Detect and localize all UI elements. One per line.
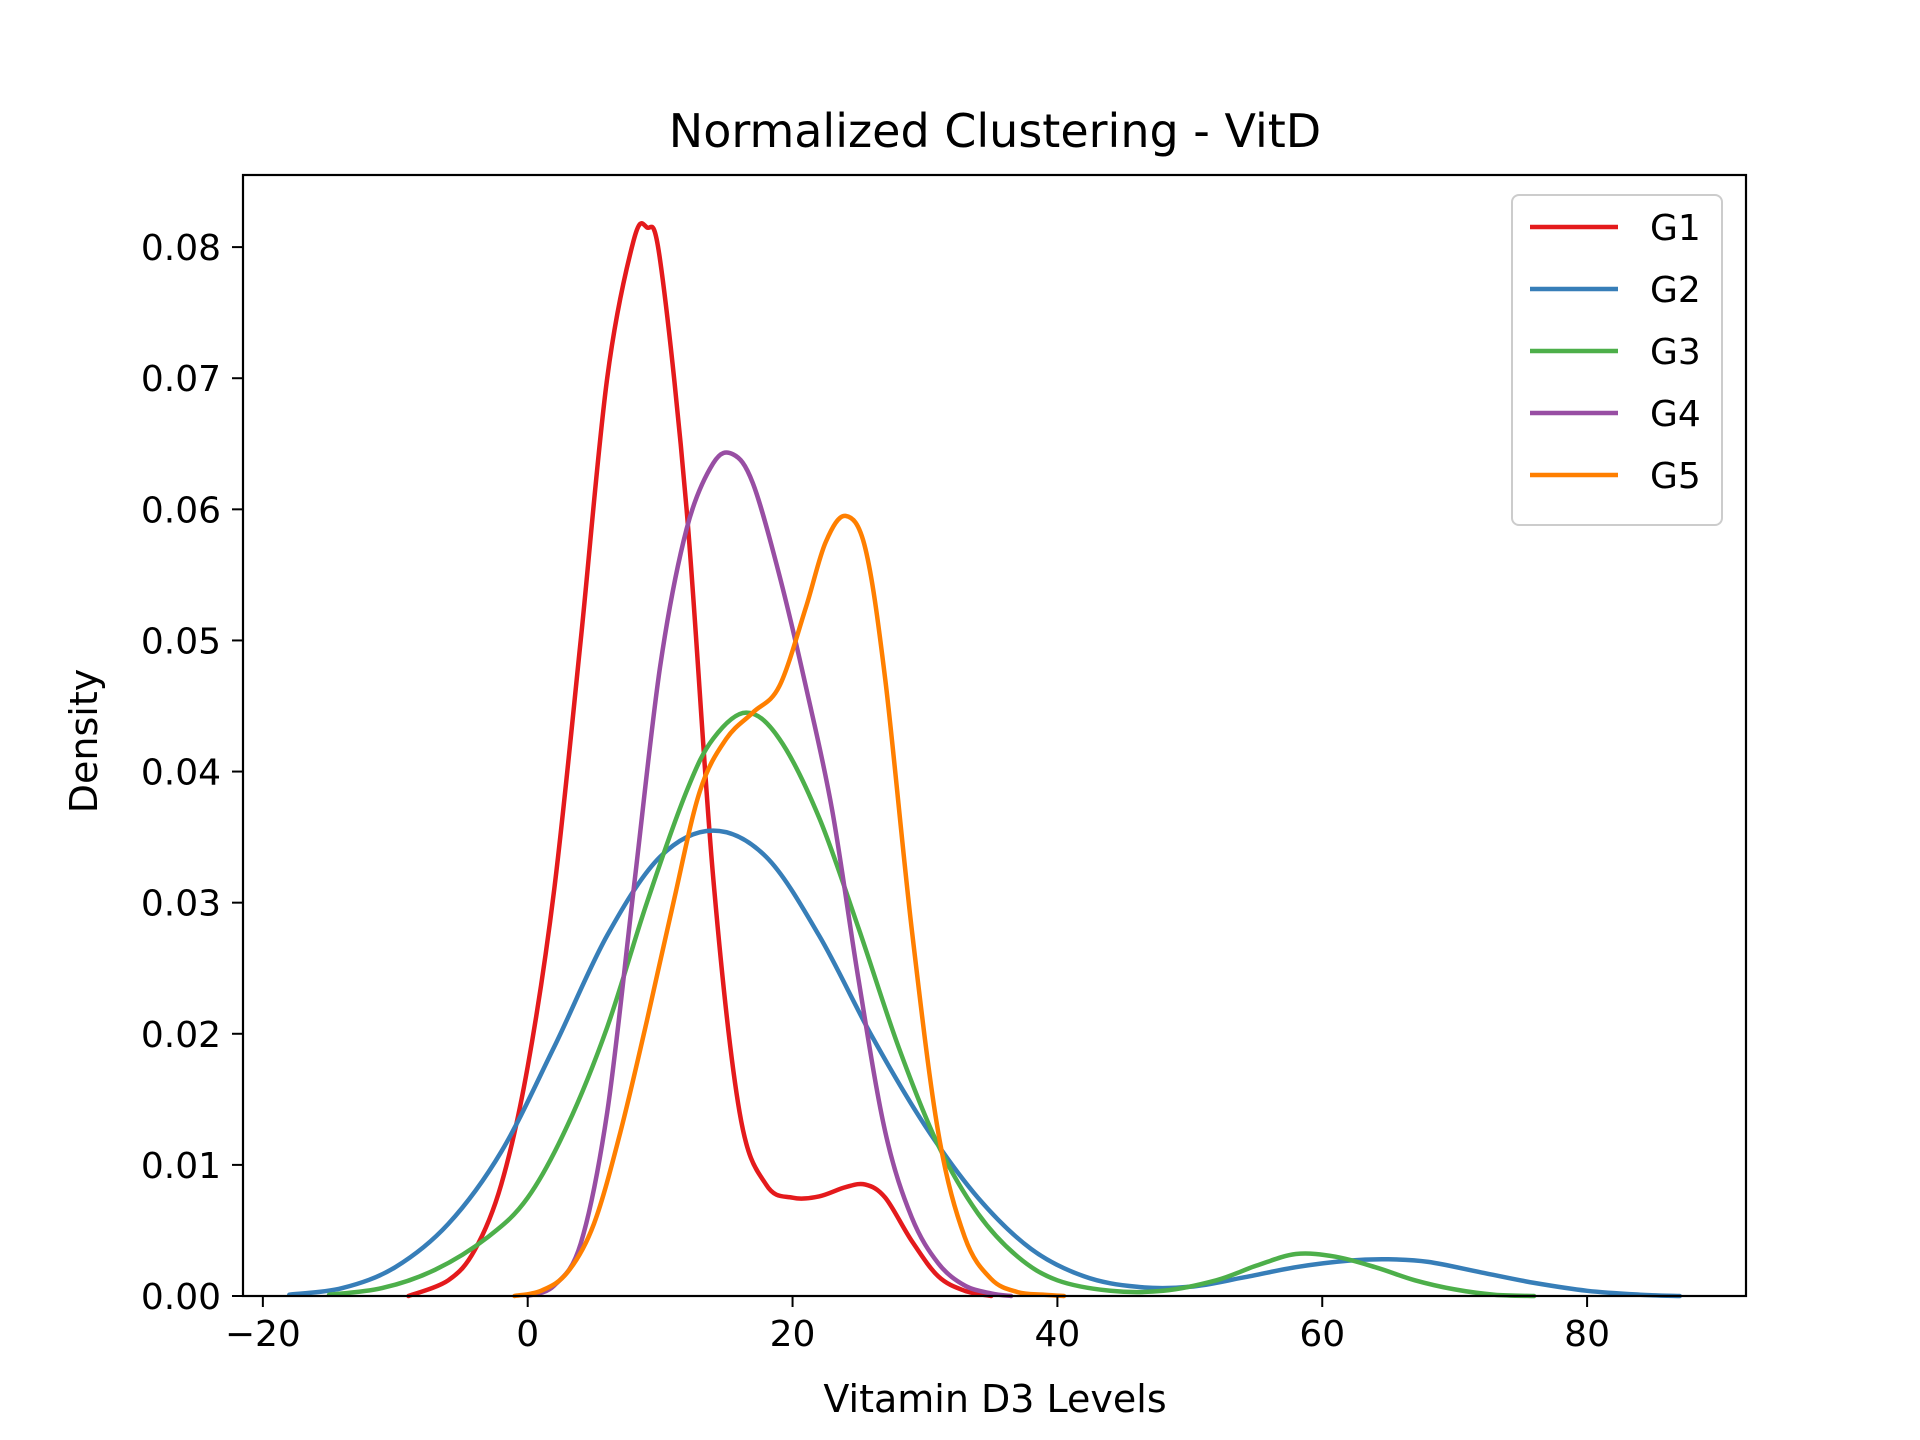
x-axis-label: Vitamin D3 Levels <box>823 1377 1166 1421</box>
y-tick-label: 0.00 <box>141 1277 221 1318</box>
series-layer <box>287 221 1683 1299</box>
legend-label-g4: G4 <box>1650 394 1701 435</box>
legend-label-g1: G1 <box>1650 208 1701 249</box>
legend-label-g2: G2 <box>1650 270 1701 311</box>
y-tick-label: 0.04 <box>141 753 221 794</box>
series-line-g1 <box>406 221 994 1299</box>
legend-label-g3: G3 <box>1650 332 1701 373</box>
y-axis: 0.00 0.01 0.02 0.03 0.04 0.05 0.06 0.07 0.08 <box>141 228 243 1318</box>
y-tick-label: 0.05 <box>141 621 221 662</box>
x-tick-label: 80 <box>1564 1314 1610 1355</box>
legend: G1 G2 G3 G4 G5 <box>1511 194 1723 526</box>
series-line-g5 <box>512 513 1067 1299</box>
chart-title: Normalized Clustering - VitD <box>669 104 1321 158</box>
x-axis: −20 0 20 40 60 80 <box>225 1296 1610 1355</box>
y-tick-label: 0.07 <box>141 359 221 400</box>
y-tick-label: 0.08 <box>141 228 221 269</box>
legend-label-g5: G5 <box>1650 456 1701 497</box>
y-tick-label: 0.02 <box>141 1015 221 1056</box>
series-line-g2 <box>287 828 1683 1299</box>
y-axis-label: Density <box>62 669 106 813</box>
x-tick-label: 40 <box>1034 1314 1080 1355</box>
plot-frame <box>241 173 1748 1298</box>
x-tick-label: −20 <box>225 1314 301 1355</box>
series-line-g4 <box>525 450 1014 1299</box>
legend-box <box>1511 194 1723 526</box>
y-tick-label: 0.01 <box>141 1146 221 1187</box>
x-tick-label: 20 <box>770 1314 816 1355</box>
y-tick-label: 0.06 <box>141 490 221 531</box>
x-tick-label: 60 <box>1299 1314 1345 1355</box>
y-tick-label: 0.03 <box>141 884 221 925</box>
x-tick-label: 0 <box>516 1314 539 1355</box>
series-line-g3 <box>326 710 1537 1299</box>
